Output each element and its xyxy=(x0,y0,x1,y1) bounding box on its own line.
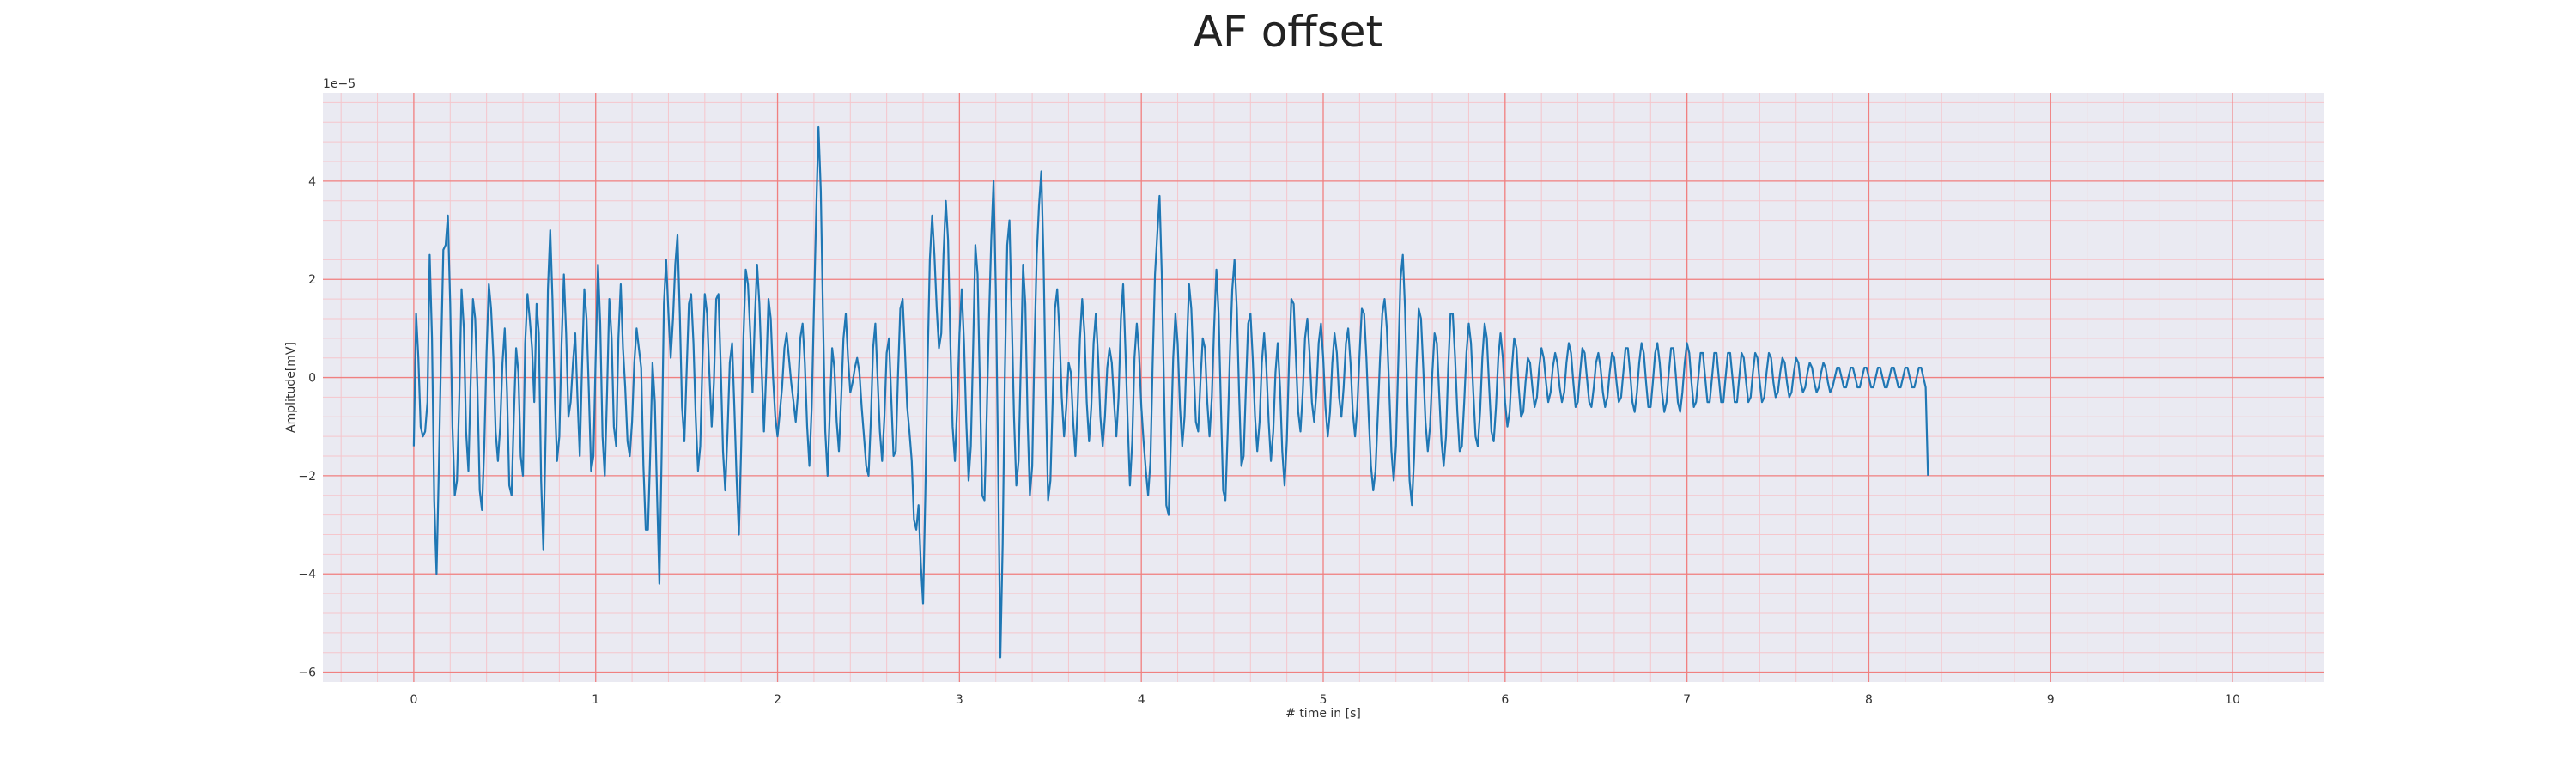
y-tick-label: −4 xyxy=(298,568,316,581)
y-tick-label: 4 xyxy=(308,175,316,189)
y-tick-label: −6 xyxy=(298,666,316,680)
x-tick-label: 8 xyxy=(1865,693,1873,707)
x-tick-label: 5 xyxy=(1320,693,1327,707)
x-tick-label: 2 xyxy=(774,693,781,707)
x-axis-ticks: 0 1 2 3 4 5 6 7 8 9 10 xyxy=(410,693,2240,707)
x-tick-label: 3 xyxy=(956,693,963,707)
x-axis-label: # time in [s] xyxy=(1285,707,1361,721)
x-tick-label: 0 xyxy=(410,693,417,707)
y-tick-label: −2 xyxy=(298,470,316,484)
x-tick-label: 10 xyxy=(2225,693,2240,707)
y-scale-label: 1e−5 xyxy=(323,77,355,91)
y-tick-label: 2 xyxy=(308,273,316,287)
x-tick-label: 7 xyxy=(1683,693,1691,707)
y-tick-label: 0 xyxy=(308,372,316,386)
y-axis-label: Amplitude[mV] xyxy=(284,342,298,433)
x-tick-label: 4 xyxy=(1138,693,1145,707)
x-tick-label: 1 xyxy=(592,693,599,707)
chart-title: AF offset xyxy=(1193,7,1383,57)
series-line xyxy=(412,125,1929,659)
x-tick-label: 9 xyxy=(2047,693,2055,707)
y-axis-ticks: −6 −4 −2 0 2 4 xyxy=(298,175,316,680)
x-tick-label: 6 xyxy=(1501,693,1509,707)
